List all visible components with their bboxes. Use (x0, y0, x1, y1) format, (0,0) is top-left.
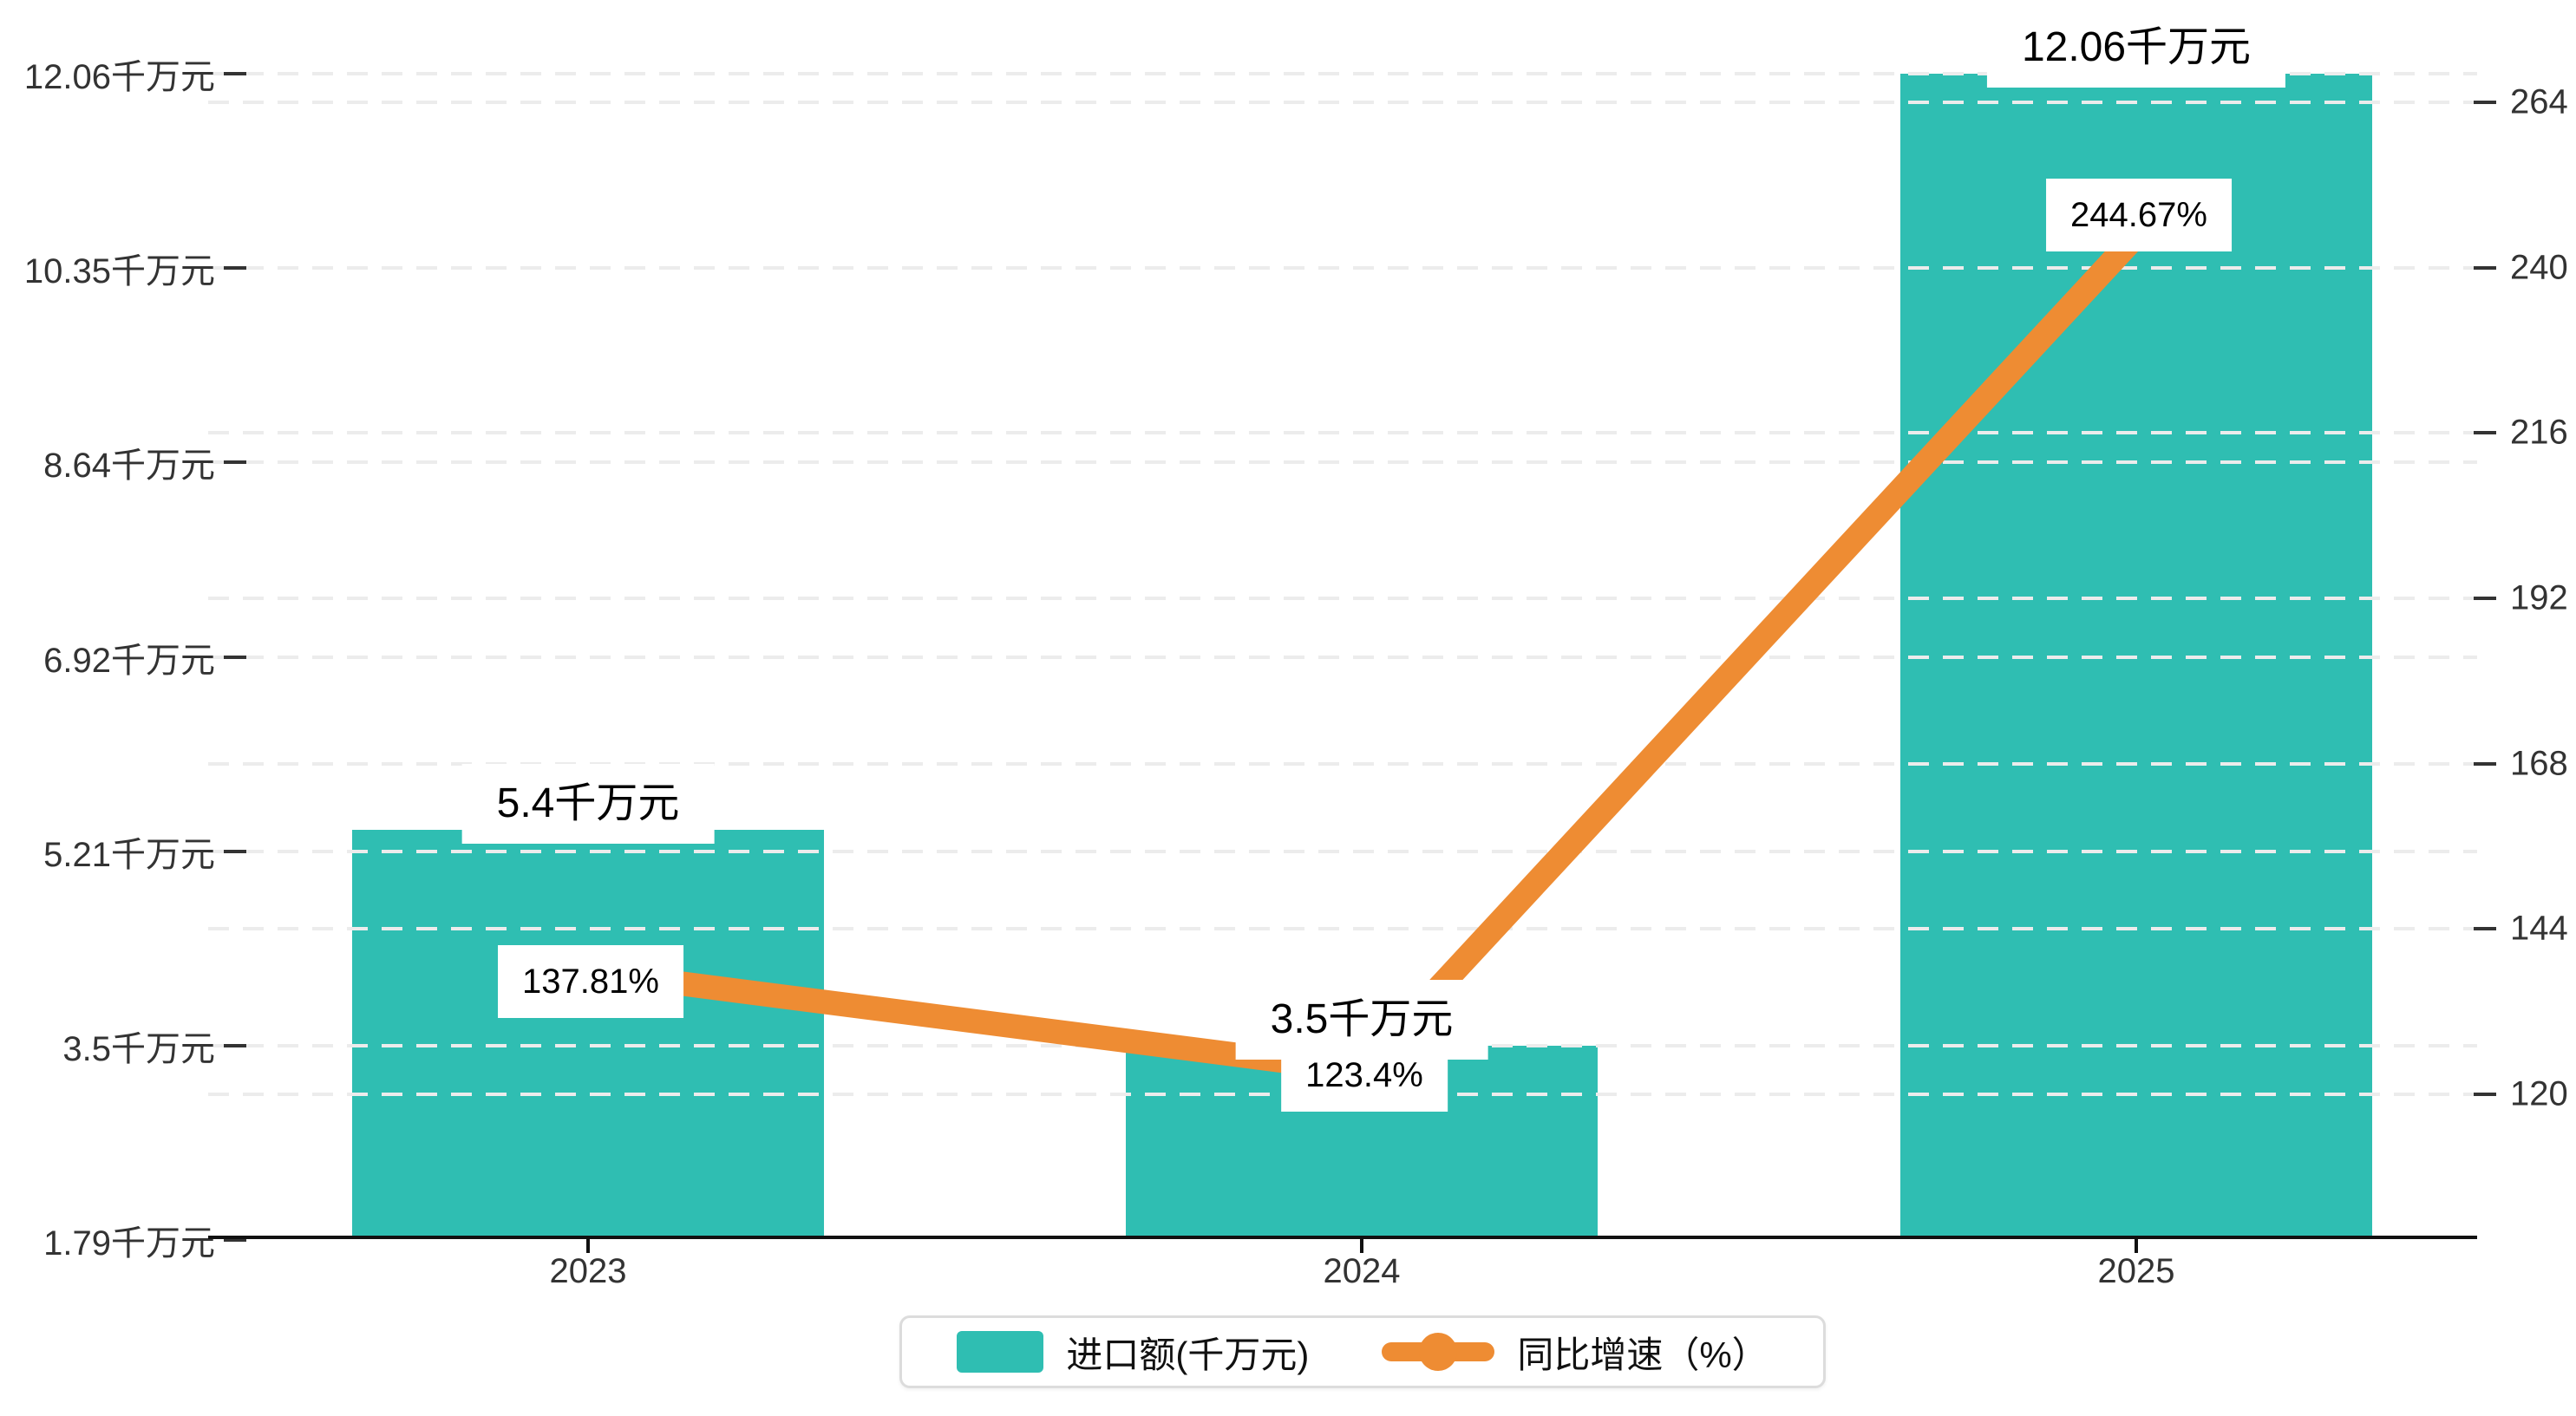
bar-swatch-icon (957, 1331, 1044, 1373)
y-axis-right-tick (2474, 265, 2496, 270)
y-axis-right-label: 216 (2510, 413, 2568, 452)
legend-item-import-value[interactable]: 进口额(千万元) (957, 1326, 1309, 1379)
y-axis-right-label: 120 (2510, 1074, 2568, 1113)
gridline (208, 762, 2477, 766)
x-axis-label-2024: 2024 (1323, 1252, 1401, 1290)
gridline (208, 266, 2477, 270)
bar-value-label: 5.4千万元 (461, 764, 715, 845)
gridline (208, 850, 2477, 853)
gridline (208, 431, 2477, 434)
bar-value-label: 12.06千万元 (1986, 8, 2286, 88)
y-axis-right-label: 192 (2510, 578, 2568, 617)
y-axis-left-label: 3.5千万元 (62, 1030, 215, 1069)
x-axis-tick (586, 1236, 590, 1253)
gridline (208, 72, 2477, 75)
y-axis-left-tick (224, 1044, 246, 1048)
gridline (208, 656, 2477, 659)
line-dot-marker-icon (1382, 1331, 1495, 1373)
legend: 进口额(千万元) 同比增速（%） (899, 1315, 1826, 1388)
y-axis-left-tick (224, 72, 246, 75)
gridline (208, 460, 2477, 464)
x-axis-label-2023: 2023 (549, 1252, 627, 1290)
y-axis-right-label: 240 (2510, 248, 2568, 287)
y-axis-left-label: 12.06千万元 (23, 58, 215, 96)
x-axis-line (208, 1236, 2477, 1239)
growth-pct-label: 244.67% (2046, 178, 2232, 251)
y-axis-right-tick (2474, 431, 2496, 435)
y-axis-left-tick (224, 265, 246, 270)
growth-pct-label: 137.81% (498, 944, 683, 1018)
y-axis-left-label: 10.35千万元 (23, 251, 215, 290)
yoy-growth-line (586, 227, 2146, 1083)
y-axis-left-tick (224, 460, 246, 464)
legend-label-import-value: 进口额(千万元) (1066, 1334, 1310, 1375)
y-axis-right-tick (2474, 101, 2496, 104)
y-axis-left-tick (224, 850, 246, 854)
y-axis-right-tick (2474, 597, 2496, 600)
y-axis-right-label: 144 (2510, 909, 2568, 948)
legend-label-yoy-growth: 同比增速（%） (1517, 1334, 1769, 1375)
y-axis-right-tick (2474, 1093, 2496, 1096)
y-axis-left-tick (224, 1238, 246, 1242)
gridline (208, 101, 2477, 104)
y-axis-right-tick (2474, 927, 2496, 931)
bar-2023 (352, 830, 824, 1236)
y-axis-left-label: 8.64千万元 (43, 446, 215, 485)
y-axis-left-label: 6.92千万元 (43, 642, 215, 681)
gridline (208, 597, 2477, 600)
y-axis-left-tick (224, 656, 246, 660)
y-axis-right-label: 168 (2510, 744, 2568, 783)
x-axis-tick (1360, 1236, 1363, 1253)
y-axis-left-label: 5.21千万元 (43, 836, 215, 875)
y-axis-right-label: 264 (2510, 82, 2568, 121)
x-axis-tick (2135, 1236, 2138, 1253)
y-axis-right-tick (2474, 761, 2496, 766)
x-axis-label-2025: 2025 (2097, 1252, 2175, 1290)
gridline (208, 927, 2477, 930)
y-axis-left-label: 1.79千万元 (43, 1224, 215, 1263)
growth-pct-label: 123.4% (1281, 1038, 1448, 1112)
legend-item-yoy-growth[interactable]: 同比增速（%） (1382, 1326, 1769, 1379)
